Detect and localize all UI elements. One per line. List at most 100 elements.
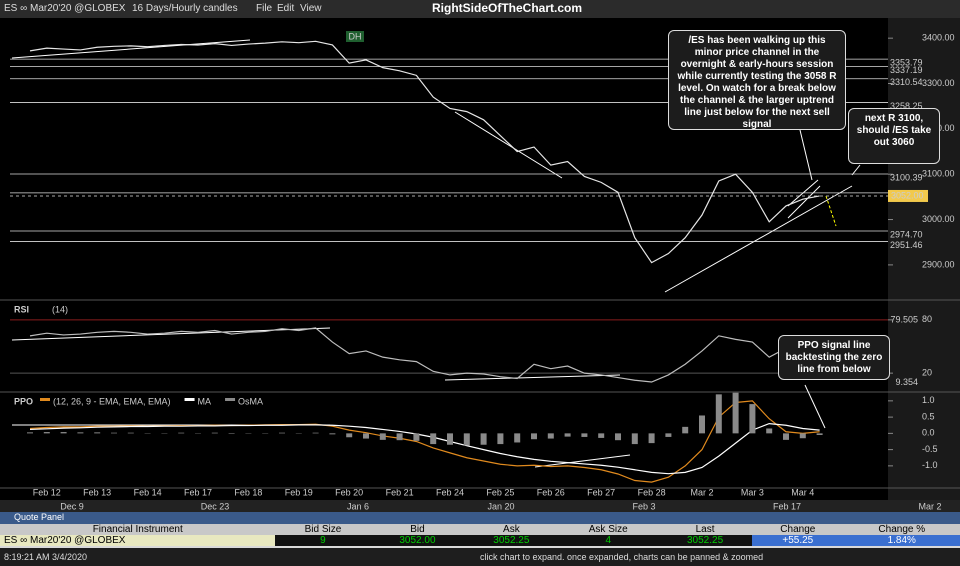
series-line xyxy=(29,400,820,483)
period[interactable]: 16 Days/Hourly candles xyxy=(132,3,238,14)
arrow xyxy=(825,195,837,227)
histogram-bar xyxy=(463,433,470,446)
histogram-bar xyxy=(531,433,537,440)
menu-item[interactable]: File xyxy=(256,3,273,14)
quote-cell: Change % xyxy=(878,524,926,535)
level-label: 9.354 xyxy=(895,377,918,387)
x-tick-label: Mar 4 xyxy=(791,487,814,497)
menu-item[interactable]: View xyxy=(300,3,322,14)
histogram-bar xyxy=(699,415,705,434)
last-price-box xyxy=(888,189,928,202)
legend-entry: (12, 26, 9 - EMA, EMA, EMA) xyxy=(53,396,171,406)
quote-cell: 3052.25 xyxy=(686,535,724,546)
histogram-bar xyxy=(715,394,722,434)
histogram-bar xyxy=(127,432,134,434)
channel-line xyxy=(787,185,821,219)
quote-cell: Last xyxy=(695,524,715,535)
histogram-bar xyxy=(447,433,453,445)
overview-label: Jan 6 xyxy=(347,501,369,511)
menu-item[interactable]: Edit xyxy=(277,3,295,14)
annotation: next R 3100, should /ES take out 3060 xyxy=(848,108,940,164)
histogram-bar xyxy=(211,432,218,434)
marker-label: DH xyxy=(349,31,362,41)
panel-title: RSI xyxy=(14,304,29,314)
quote-cell: 3052.00 xyxy=(399,535,436,546)
x-tick-label: Mar 2 xyxy=(690,487,713,497)
marker-box xyxy=(346,31,364,42)
overview-label: Dec 23 xyxy=(201,501,230,511)
quote-table: Financial Instrument Bid Size Bid Ask Ask Si… xyxy=(0,524,960,546)
y-tick-label: 2900.00 xyxy=(922,259,955,269)
trendline xyxy=(444,374,621,381)
histogram-bar xyxy=(77,432,84,434)
histogram-bar xyxy=(178,432,185,434)
y-tick-label: 3400.00 xyxy=(922,33,955,43)
hint: click chart to expand. once expanded, ch… xyxy=(480,552,764,562)
y-tick-label: 0.5 xyxy=(922,411,935,421)
x-tick-label: Feb 20 xyxy=(335,487,363,497)
callout-pointer xyxy=(851,164,861,176)
quote-cell: Bid Size xyxy=(304,524,342,535)
x-tick-label: Feb 28 xyxy=(638,487,666,497)
histogram-bar xyxy=(581,433,588,437)
panel-params: (14) xyxy=(52,304,68,314)
quote-cell: +55.25 xyxy=(752,535,844,546)
quote-cell: Change xyxy=(780,524,816,535)
histogram-bar xyxy=(379,433,386,440)
legend-swatch xyxy=(184,398,195,401)
annotation: PPO signal line backtesting the zero lin… xyxy=(778,335,890,380)
x-tick-label: Feb 21 xyxy=(386,487,414,497)
callout-pointer xyxy=(799,129,813,181)
axis-bg xyxy=(888,18,960,512)
overview-label: Feb 3 xyxy=(632,501,655,511)
status-bar: 8:19:21 AM 3/4/2020 click chart to expan… xyxy=(0,548,960,566)
histogram-bar xyxy=(547,433,554,439)
x-tick-label: Feb 18 xyxy=(234,487,262,497)
overview-strip[interactable] xyxy=(0,500,960,512)
symbol[interactable]: ES ∞ Mar20'20 @GLOBEX xyxy=(4,3,126,14)
histogram-bar xyxy=(799,433,806,439)
histogram-bar xyxy=(648,433,655,444)
quote-cell: Ask xyxy=(503,524,520,535)
callout-pointer xyxy=(804,384,826,429)
quote-cell: ES ∞ Mar20'20 @GLOBEX xyxy=(0,535,276,546)
histogram-bar xyxy=(598,433,605,438)
annotation: /ES has been walking up this minor price… xyxy=(668,30,846,130)
x-tick-label: Feb 19 xyxy=(285,487,313,497)
level-label: 2951.46 xyxy=(890,240,923,250)
quote-cell: 3052.25 xyxy=(493,535,530,546)
x-tick-label: Feb 24 xyxy=(436,487,464,497)
y-tick-label: 80 xyxy=(922,314,932,324)
histogram-bar xyxy=(228,433,235,434)
x-tick-label: Feb 27 xyxy=(587,487,615,497)
trendline xyxy=(534,454,631,468)
panel-title: PPO xyxy=(14,396,33,406)
histogram-bar xyxy=(497,433,504,445)
overview-label: Mar 2 xyxy=(918,501,941,511)
y-tick-label: 0.0 xyxy=(922,428,935,438)
histogram-bar xyxy=(665,433,672,437)
last-price-label: 3052.00 xyxy=(891,190,924,200)
histogram-bar xyxy=(732,392,739,434)
level-label: 3337.19 xyxy=(890,65,923,75)
trendline xyxy=(11,39,251,59)
brand: RightSideOfTheChart.com xyxy=(432,1,583,15)
legend-entry: MA xyxy=(198,396,212,406)
chart[interactable]: 2900.003000.003100.003200.003300.003400.… xyxy=(0,18,960,512)
histogram-bar xyxy=(631,433,638,445)
quote-cell: Bid xyxy=(410,524,425,535)
series-line xyxy=(29,40,820,264)
histogram-bar xyxy=(27,432,33,434)
quote-cell: Financial Instrument xyxy=(92,524,183,535)
x-tick-label: Feb 25 xyxy=(486,487,514,497)
x-tick-label: Feb 12 xyxy=(33,487,61,497)
series-line xyxy=(29,327,820,383)
histogram-bar xyxy=(766,428,773,434)
quote-row[interactable]: ES ∞ Mar20'20 @GLOBEX 9 3052.00 3052.25 4 305… xyxy=(0,535,960,546)
quote-header: Financial Instrument Bid Size Bid Ask Ask Si… xyxy=(0,524,960,535)
histogram-bar xyxy=(60,432,67,434)
y-tick-label: -1.0 xyxy=(922,460,938,470)
level-label: 2974.70 xyxy=(890,229,923,239)
histogram-bar xyxy=(312,432,319,434)
